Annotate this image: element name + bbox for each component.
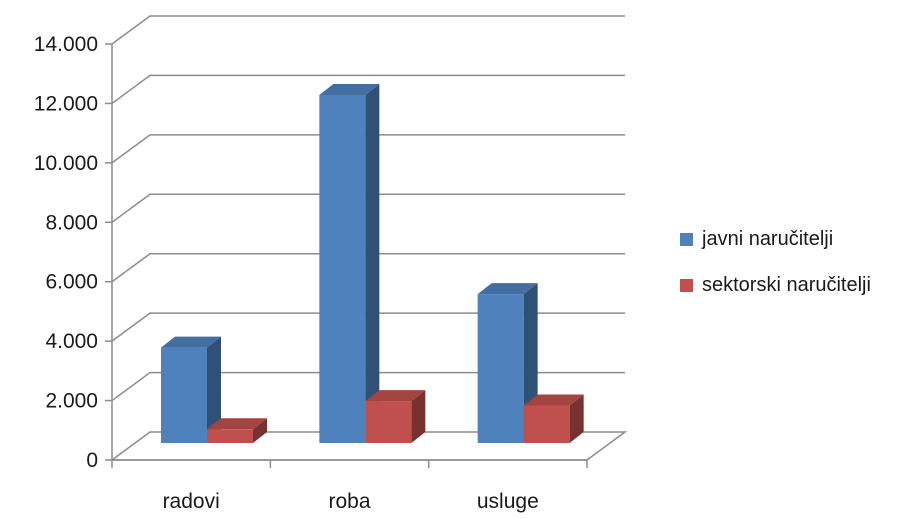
y-axis: 0 2.000 4.000 6.000 8.000 10.000 12.000 14.000	[34, 33, 112, 472]
legend-swatch-sektorski	[680, 279, 693, 292]
legend-label-sektorski: sektorski naručitelji	[702, 274, 871, 296]
bar-side	[365, 84, 380, 443]
x-axis: radovi roba usluge	[111, 459, 588, 513]
bar-top	[365, 390, 426, 402]
y-tick-label: 4.000	[45, 330, 98, 353]
y-tick-label: 12.000	[34, 92, 98, 115]
gridlines	[111, 15, 625, 402]
legend-item-javni: javni naručitelji	[680, 226, 871, 253]
bar-top	[319, 84, 380, 96]
bar-front	[319, 95, 366, 443]
bar-front	[161, 347, 207, 443]
gridline	[111, 15, 625, 45]
bar-top	[207, 418, 267, 430]
bar	[365, 390, 426, 443]
gridline	[111, 193, 625, 223]
bar	[161, 336, 221, 443]
x-tick-label: roba	[328, 490, 370, 513]
gridline	[111, 134, 625, 164]
legend-item-sektorski: sektorski naručitelji	[680, 272, 871, 299]
bar-side	[569, 394, 584, 443]
bar-top	[161, 336, 221, 348]
bar-side	[411, 390, 426, 443]
gridline	[111, 252, 625, 283]
y-tick-label: 14.000	[34, 33, 98, 56]
y-tick-label: 2.000	[45, 390, 98, 413]
x-tick-label: usluge	[477, 490, 539, 513]
bar-front	[365, 401, 412, 443]
bar-side	[207, 336, 221, 443]
gridline	[111, 371, 625, 402]
gridline	[111, 312, 625, 342]
y-tick-label: 10.000	[34, 152, 98, 175]
bar	[523, 394, 584, 443]
bar-top	[523, 394, 584, 406]
y-tick-label: 6.000	[45, 271, 98, 294]
legend-swatch-javni	[680, 233, 693, 246]
bar-side	[253, 418, 267, 443]
y-tick-label: 0	[86, 449, 98, 472]
bar	[319, 84, 380, 443]
bar	[207, 418, 267, 443]
gridline	[111, 74, 625, 105]
bar-front	[207, 429, 253, 443]
bar-top	[477, 283, 538, 295]
bar-front	[523, 405, 570, 443]
bars	[161, 84, 584, 443]
y-tick-label: 8.000	[45, 211, 98, 234]
bar-front	[477, 294, 524, 443]
x-tick-label: radovi	[163, 490, 220, 513]
legend: javni naručitelji sektorski naručitelji	[680, 226, 871, 318]
legend-label-javni: javni naručitelji	[702, 228, 834, 250]
